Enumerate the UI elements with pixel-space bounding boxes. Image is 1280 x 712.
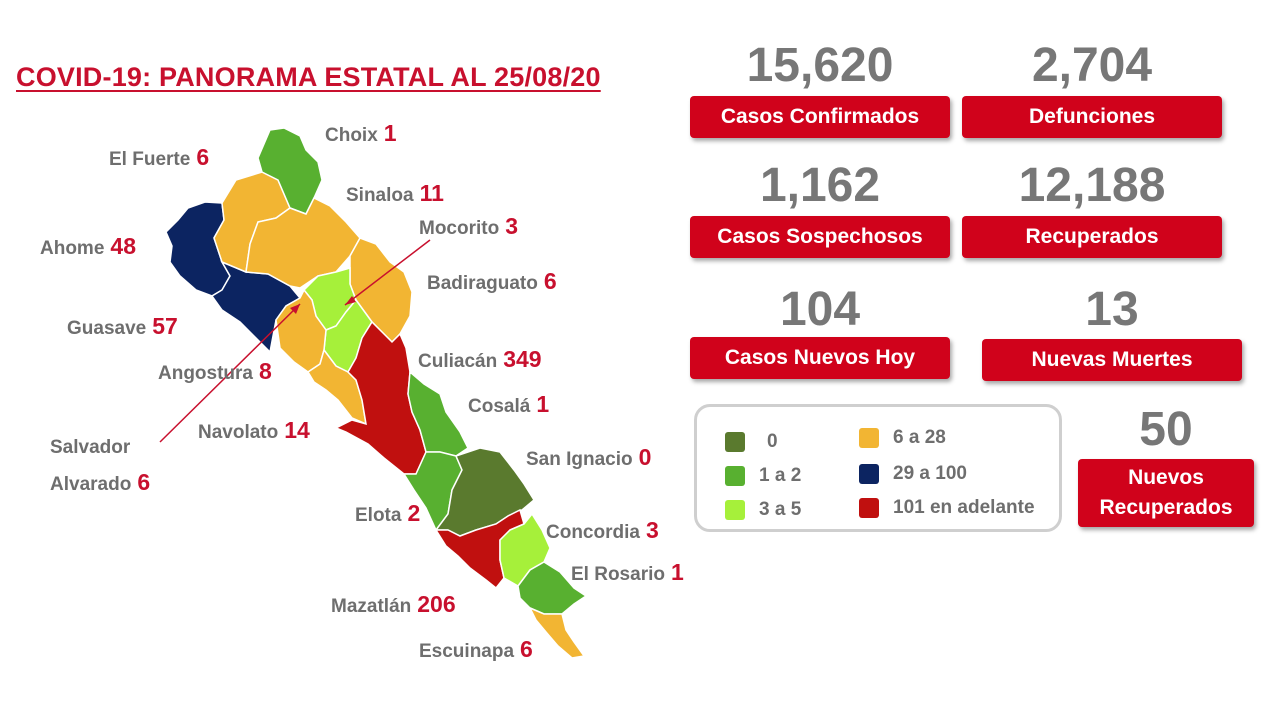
stat-new-recovered-label: Nuevos Recuperados (1078, 459, 1254, 527)
legend-label: 1 a 2 (759, 465, 802, 486)
legend-swatch (725, 432, 745, 452)
label-mazatlan: Mazatlán 206 (331, 591, 456, 617)
label-angostura: Angostura 8 (158, 358, 272, 384)
mocorito-leader-line (344, 239, 431, 306)
region-el-rosario[interactable] (517, 561, 588, 615)
legend-item-0: 0 (725, 431, 778, 453)
stat-new-recovered-value: 50 (1139, 403, 1193, 456)
legend-label: 6 a 28 (893, 427, 946, 448)
label-salvador-alvarado-line2: Alvarado 6 (50, 469, 151, 495)
label-escuinapa: Escuinapa 6 (419, 636, 533, 662)
legend-item-2: 3 a 5 (725, 499, 801, 521)
legend-box: 0 1 a 2 3 a 5 6 a 28 29 a 100 101 en ade… (694, 404, 1062, 532)
label-el-fuerte: El Fuerte 6 (109, 144, 210, 170)
stat-recovered-label: Recuperados (962, 216, 1222, 258)
legend-item-1: 1 a 2 (725, 465, 801, 487)
legend-item-4: 29 a 100 (859, 463, 967, 485)
label-salvador-alvarado-line1: Salvador (50, 437, 131, 458)
legend-label: 101 en adelante (893, 497, 1035, 518)
stat-new-deaths-value: 13 (1085, 283, 1139, 336)
label-culiacan: Culiacán 349 (418, 346, 542, 372)
salvador-leader-line (159, 303, 301, 443)
label-guasave: Guasave 57 (67, 313, 178, 339)
sinaloa-map (159, 127, 588, 659)
legend-swatch (859, 464, 879, 484)
mocorito-arrow-icon (345, 296, 356, 305)
legend-swatch (859, 428, 879, 448)
stat-deaths-value: 2,704 (1031, 39, 1153, 92)
label-sinaloa: Sinaloa 11 (346, 180, 444, 206)
stat-new-recovered-label-line1: Nuevos (1128, 466, 1204, 489)
label-choix: Choix 1 (325, 120, 397, 146)
stat-new-recovered-label-line2: Recuperados (1099, 496, 1233, 519)
label-concordia: Concordia 3 (546, 517, 659, 543)
legend-item-3: 6 a 28 (859, 427, 946, 449)
legend-swatch (725, 500, 745, 520)
legend-label: 3 a 5 (759, 499, 802, 520)
stat-new-cases-label: Casos Nuevos Hoy (690, 337, 950, 379)
stat-new-cases-value: 104 (779, 283, 861, 336)
label-navolato: Navolato 14 (198, 417, 310, 443)
legend-swatch (859, 498, 879, 518)
stat-recovered-value: 12,188 (1018, 159, 1166, 212)
stat-suspected-value: 1,162 (759, 159, 881, 212)
legend-item-5: 101 en adelante (859, 497, 1035, 519)
label-badiraguato: Badiraguato 6 (427, 268, 557, 294)
legend-swatch (725, 466, 745, 486)
label-cosala: Cosalá 1 (468, 391, 550, 417)
stat-suspected-label: Casos Sospechosos (690, 216, 950, 258)
label-el-rosario: El Rosario 1 (571, 559, 684, 585)
page-title: COVID-19: PANORAMA ESTATAL AL 25/08/20 (16, 62, 601, 92)
label-mocorito: Mocorito 3 (419, 213, 519, 239)
stat-confirmed-value: 15,620 (746, 39, 894, 92)
label-san-ignacio: San Ignacio 0 (526, 444, 652, 470)
legend-label: 29 a 100 (893, 463, 967, 484)
legend-label: 0 (767, 431, 778, 452)
stat-deaths-label: Defunciones (962, 96, 1222, 138)
region-escuinapa[interactable] (528, 606, 586, 659)
label-elota: Elota 2 (355, 500, 421, 526)
stat-confirmed-label: Casos Confirmados (690, 96, 950, 138)
salvador-arrow-icon (290, 304, 300, 314)
label-ahome: Ahome 48 (40, 233, 136, 259)
stat-new-deaths-label: Nuevas Muertes (982, 339, 1242, 381)
